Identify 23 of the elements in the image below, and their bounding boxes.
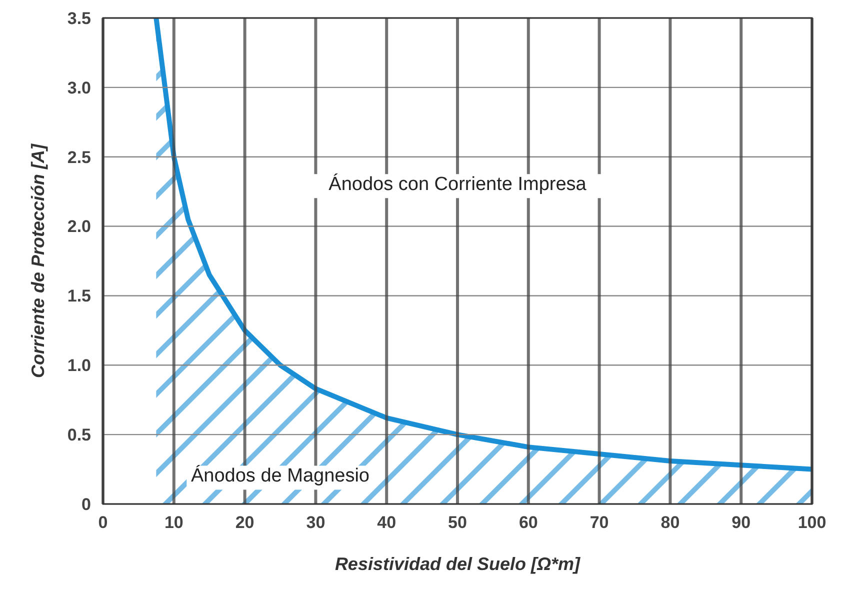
- y-tick-label: 1.5: [67, 286, 91, 306]
- annotation: Ánodos con Corriente Impresa: [328, 173, 587, 195]
- y-tick-label: 0: [82, 494, 91, 514]
- x-tick-label: 0: [98, 513, 108, 532]
- x-tick-label: 30: [306, 513, 326, 532]
- x-tick-label: 50: [448, 513, 467, 532]
- x-tick-label: 10: [164, 513, 184, 532]
- y-tick-label: 2.5: [67, 148, 91, 167]
- x-axis-title: Resistividad del Suelo [Ω*m]: [334, 554, 582, 574]
- x-tick-label: 90: [732, 513, 751, 532]
- y-tick-label: 3.0: [67, 78, 91, 98]
- x-tick-label: 20: [235, 513, 254, 532]
- y-tick-label: 1.0: [67, 356, 91, 376]
- y-tick-label: 3.5: [67, 8, 91, 28]
- x-tick-label: 40: [377, 513, 396, 532]
- y-tick-label: 0.5: [67, 426, 91, 445]
- x-tick-label: 80: [660, 513, 680, 532]
- x-tick-label: 60: [518, 513, 538, 532]
- y-tick-label: 2.0: [67, 217, 91, 236]
- x-tick-label: 100: [798, 513, 826, 532]
- y-axis-title: Corriente de Protección [A]: [28, 142, 48, 378]
- x-tick-label: 70: [590, 513, 609, 532]
- annotation: Ánodos de Magnesio: [190, 464, 370, 487]
